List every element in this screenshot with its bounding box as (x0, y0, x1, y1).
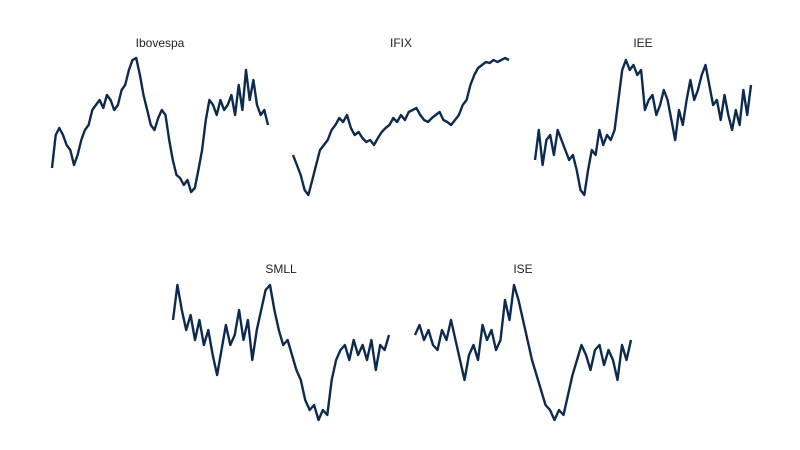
panel-title: Ibovespa (136, 36, 185, 50)
series-line (533, 58, 753, 197)
panel-title: IFIX (390, 36, 412, 50)
panel-title: ISE (513, 262, 532, 276)
series-line (291, 56, 510, 197)
series-line (171, 283, 391, 422)
panel-title: IEE (633, 36, 652, 50)
panel-title: SMLL (265, 262, 297, 276)
series-line (413, 283, 633, 422)
series-line (50, 56, 270, 194)
